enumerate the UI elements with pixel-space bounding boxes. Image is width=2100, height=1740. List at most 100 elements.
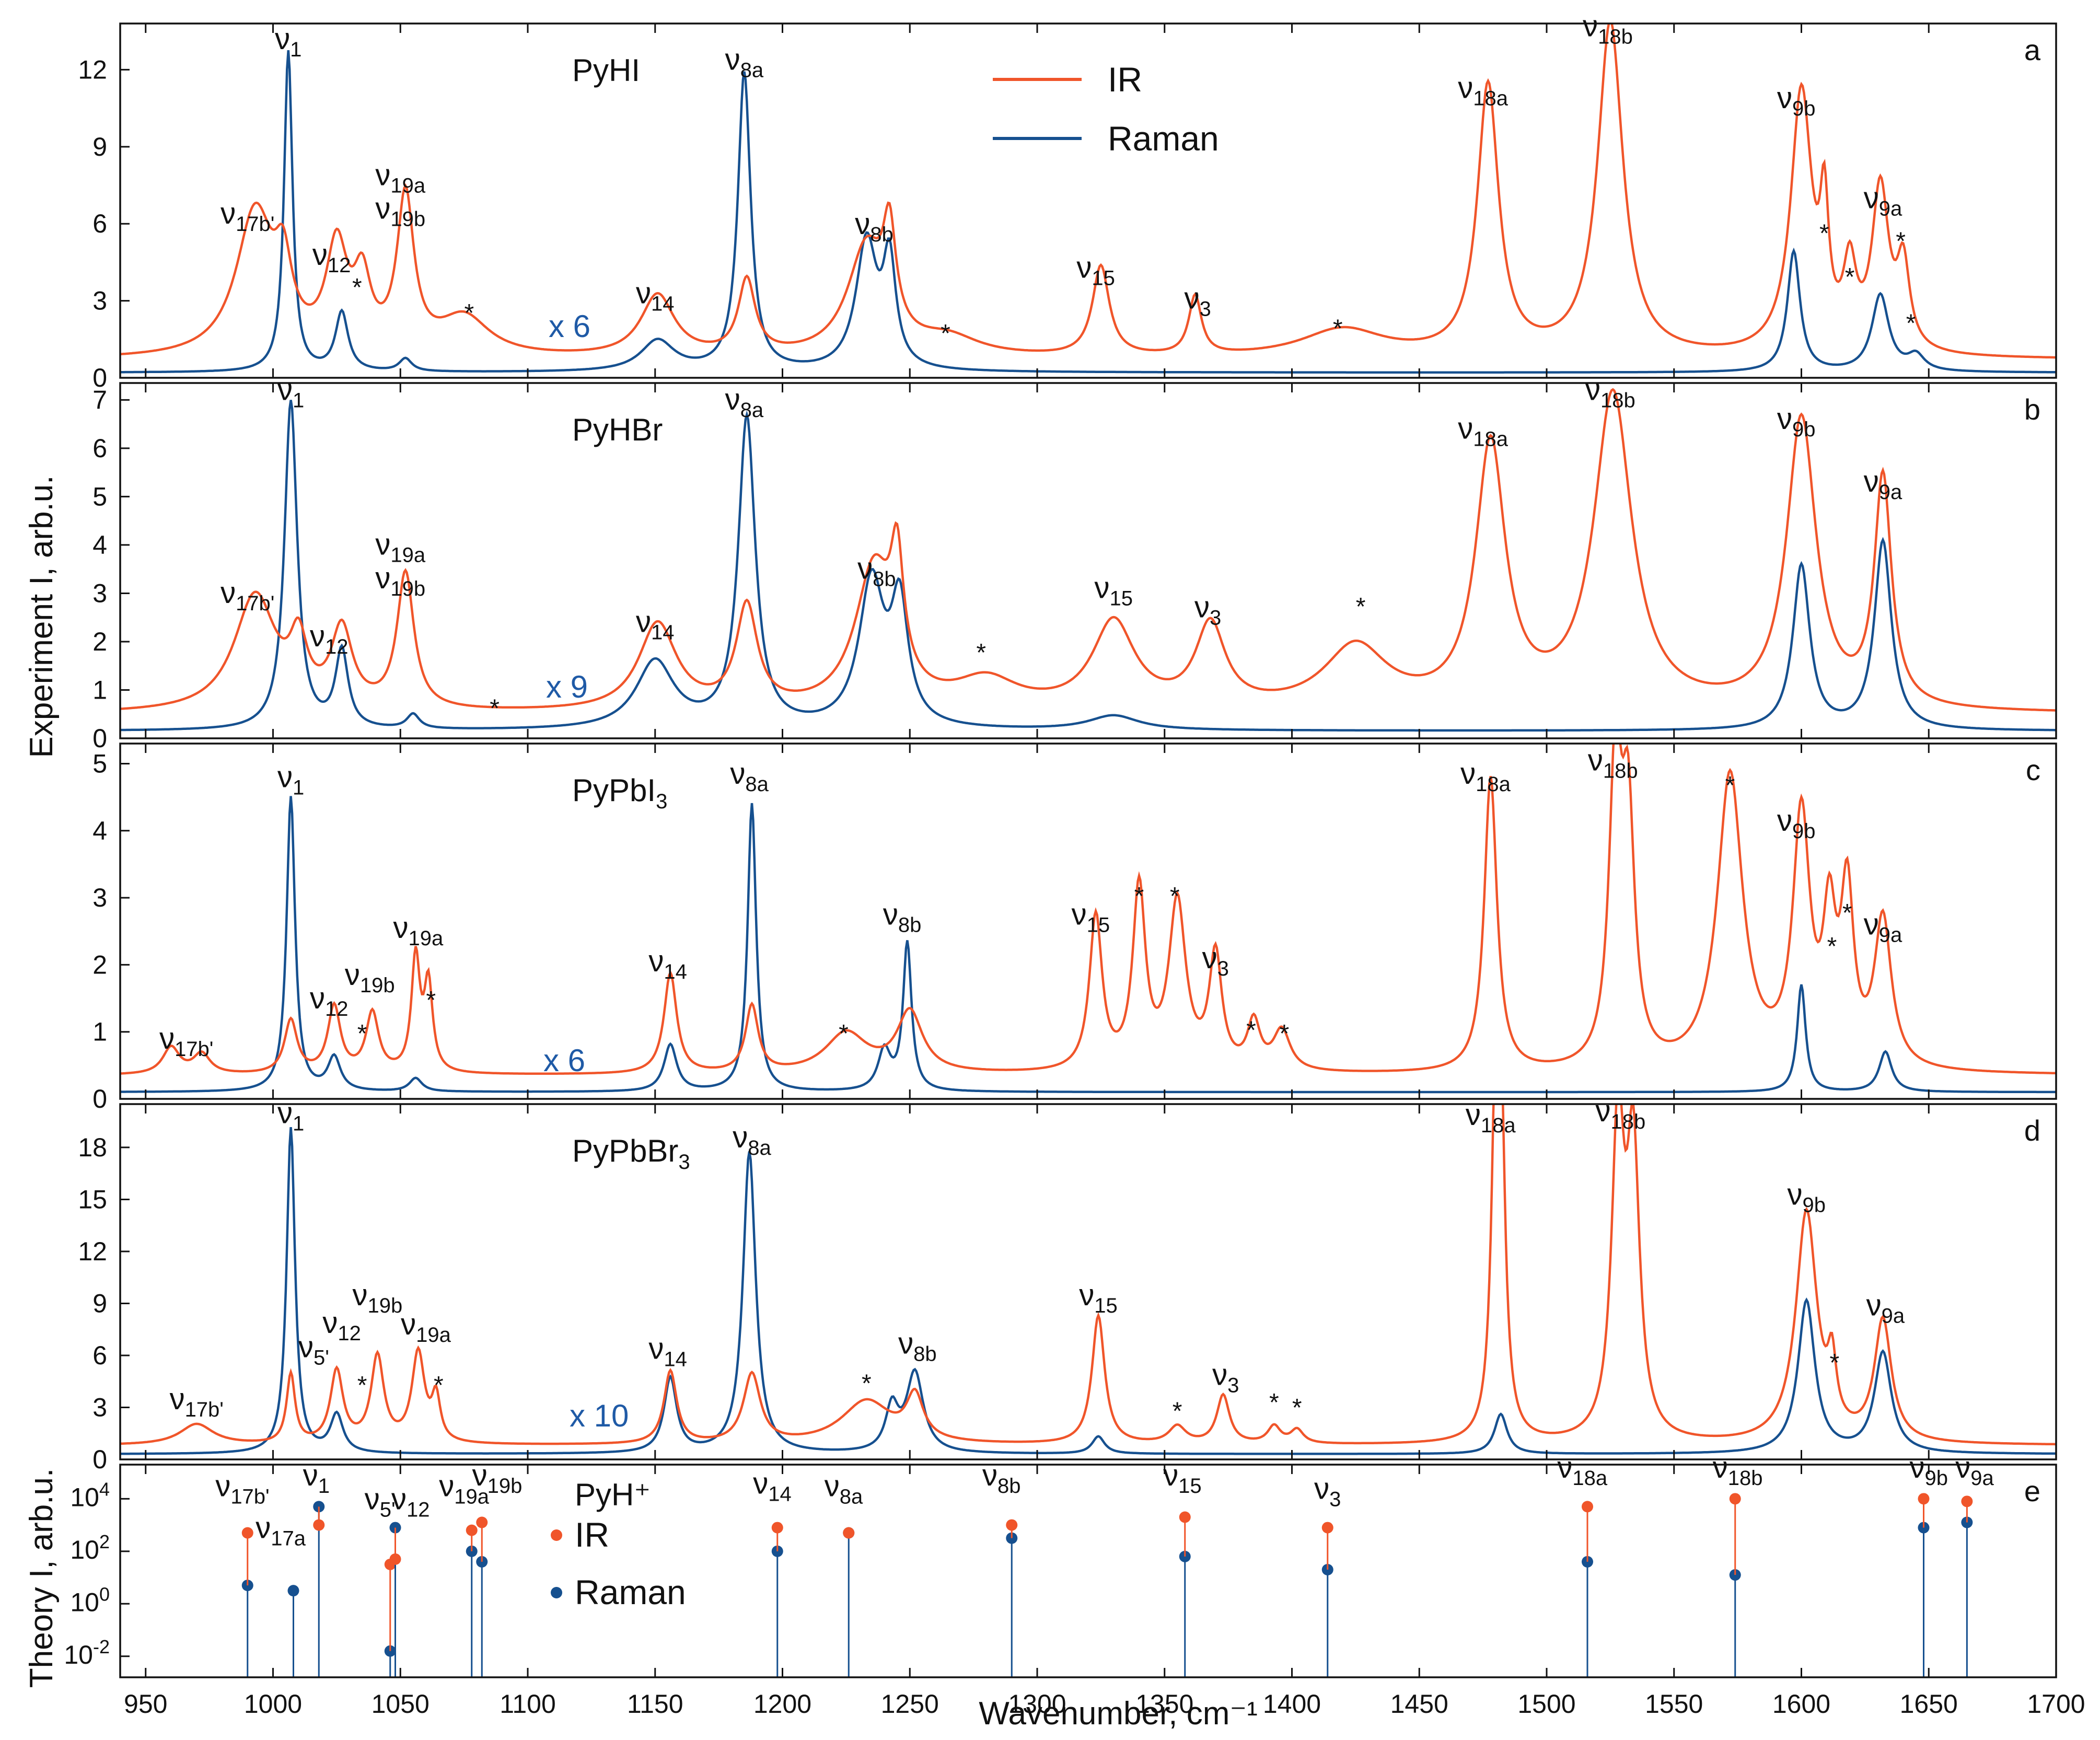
asterisk-b-0: *	[490, 694, 500, 722]
y-tick-label-a-9: 9	[92, 132, 107, 161]
asterisk-c-4: *	[1170, 883, 1180, 910]
series-raman-c	[120, 796, 2056, 1094]
y-tick-label-a-3: 3	[92, 286, 107, 316]
x-tick-label-1550: 1550	[1645, 1689, 1703, 1719]
y-tick-label-b-6: 6	[92, 434, 107, 463]
point-ir-18a	[1582, 1501, 1593, 1513]
panel-letter-d: d	[2024, 1114, 2040, 1147]
y-tick-label-d-3: 3	[92, 1393, 107, 1422]
panel-letter-a: a	[2024, 33, 2041, 66]
peak-label-19b-d: ν19b	[353, 1278, 403, 1317]
y-axis-title-theory: Theory I, arb.u.	[24, 1468, 60, 1688]
x-tick-label-1700: 1700	[2027, 1689, 2085, 1719]
x-tick-label-950: 950	[124, 1689, 167, 1719]
peak-label-19a-e: ν19a	[439, 1469, 489, 1508]
panel-letter-e: e	[2024, 1475, 2040, 1507]
asterisk-d-6: *	[1830, 1349, 1840, 1377]
x-tick-label-1500: 1500	[1517, 1689, 1575, 1719]
peak-label-18b-a: ν18b	[1583, 9, 1633, 49]
peak-label-3-a: ν3	[1185, 281, 1211, 320]
peak-label-19a-c: ν19a	[393, 911, 444, 950]
point-ir-8a	[843, 1527, 855, 1539]
asterisk-d-2: *	[862, 1370, 872, 1398]
multiplier-d: x 10	[570, 1398, 629, 1433]
peak-label-9a-d: ν9a	[1866, 1289, 1905, 1328]
peak-label-8b-c: ν8b	[883, 897, 922, 936]
peak-label-17a-e: ν17a	[256, 1511, 306, 1550]
asterisk-d-4: *	[1269, 1389, 1279, 1417]
panel-letter-b: b	[2024, 393, 2040, 426]
asterisk-c-6: *	[1280, 1020, 1290, 1048]
y-tick-label-e-4: 104	[70, 1478, 110, 1512]
peak-label-8a-a: ν8a	[725, 42, 764, 82]
peak-label-18b-c: ν18b	[1588, 743, 1638, 782]
sample-name-a: PyHI	[572, 53, 640, 88]
peak-label-15-a: ν15	[1076, 250, 1115, 289]
peak-label-12-e: ν12	[391, 1482, 430, 1521]
asterisk-a-3: *	[1333, 315, 1343, 342]
panel-frame-d	[119, 1103, 2057, 1460]
peak-label-14-b: ν14	[636, 605, 675, 644]
series-ir-a	[120, 24, 2056, 359]
asterisk-d-1: *	[434, 1372, 444, 1399]
y-tick-label-c-2: 2	[92, 950, 107, 979]
peak-label-17bp-c: ν17b'	[159, 1022, 213, 1061]
sample-name-e: PyH⁺	[575, 1477, 651, 1512]
legend: IR Raman	[993, 60, 1219, 158]
series-raman-b	[120, 400, 2056, 732]
point-ir-3	[1321, 1522, 1333, 1534]
peak-label-14-c: ν14	[648, 944, 687, 983]
peak-label-9b-d: ν9b	[1788, 1177, 1826, 1216]
x-tick-label-1650: 1650	[1900, 1689, 1958, 1719]
panel-letter-c: c	[2026, 753, 2040, 786]
peak-label-18b-e: ν18b	[1713, 1451, 1763, 1490]
y-tick-label-a-12: 12	[78, 55, 107, 84]
peak-label-14-a: ν14	[636, 276, 675, 316]
asterisk-c-2: *	[839, 1020, 849, 1048]
peak-label-1-b: ν1	[277, 373, 304, 412]
y-tick-label-b-4: 4	[92, 530, 107, 560]
peak-label-17bp-d: ν17b'	[170, 1382, 224, 1421]
peak-label-5p-d: ν5'	[298, 1330, 329, 1369]
point-ir-15	[1179, 1511, 1191, 1523]
theory-legend-raman-label: Raman	[575, 1573, 686, 1611]
peak-label-9b-a: ν9b	[1777, 81, 1816, 120]
peak-label-12-d: ν12	[322, 1306, 361, 1345]
peak-label-19a-d: ν19a	[401, 1307, 451, 1347]
peak-label-8a-e: ν8a	[825, 1469, 863, 1508]
y-tick-label-e-2: 102	[70, 1531, 110, 1564]
peak-label-15-d: ν15	[1079, 1278, 1118, 1317]
y-tick-label-c-4: 4	[92, 816, 107, 845]
peak-label-17bp-e: ν17b'	[215, 1469, 269, 1508]
peak-label-3-e: ν3	[1314, 1471, 1341, 1511]
asterisk-a-0: *	[352, 274, 362, 301]
peak-label-14-e: ν14	[753, 1466, 792, 1505]
panel-frame-c	[119, 743, 2057, 1100]
point-ir-1	[313, 1519, 325, 1531]
peak-label-9b-b: ν9b	[1777, 402, 1816, 441]
x-tick-label-1100: 1100	[500, 1689, 556, 1719]
peak-label-9a-a: ν9a	[1864, 181, 1902, 221]
asterisk-b-2: *	[1356, 593, 1366, 621]
asterisk-c-9: *	[1842, 899, 1852, 927]
legend-raman-label: Raman	[1108, 119, 1219, 158]
y-tick-label-b-7: 7	[92, 385, 107, 414]
y-tick-label-d-6: 6	[92, 1341, 107, 1370]
peak-label-19b-a: ν19b	[375, 191, 425, 230]
peak-label-18a-b: ν18a	[1458, 411, 1508, 450]
peak-label-8b-d: ν8b	[898, 1327, 937, 1366]
asterisk-d-3: *	[1173, 1398, 1182, 1425]
y-tick-label-e--2: 10-2	[64, 1636, 110, 1669]
peak-label-8a-b: ν8a	[725, 382, 764, 422]
legend-ir-label: IR	[1108, 60, 1142, 99]
panel-frame-b	[119, 382, 2057, 739]
peak-label-18b-d: ν18b	[1596, 1094, 1646, 1133]
peak-label-19b-c: ν19b	[345, 958, 395, 997]
y-tick-label-d-0: 0	[92, 1445, 107, 1474]
x-tick-label-1000: 1000	[244, 1689, 302, 1719]
peak-label-1-a: ν1	[275, 22, 301, 61]
x-tick-label-1350: 1350	[1135, 1689, 1193, 1719]
